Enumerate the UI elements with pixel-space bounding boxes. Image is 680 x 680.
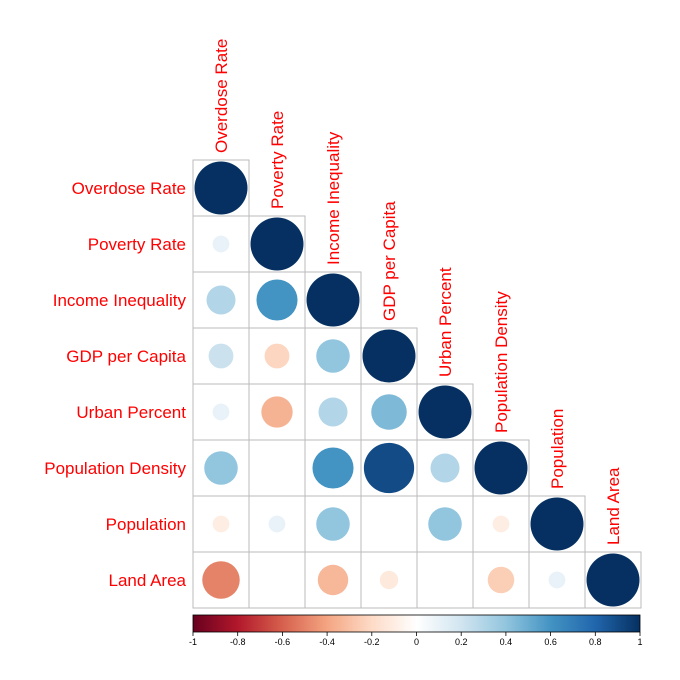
colorbar-tick-label: 0.4 <box>500 637 513 647</box>
matrix-cell <box>248 551 306 609</box>
column-label-income-inequality: Income Inequality <box>324 131 343 265</box>
colorbar-tick-label: -1 <box>189 637 197 647</box>
colorbar-tick-label: -0.4 <box>319 637 335 647</box>
colorbar-tick-label: 1 <box>637 637 642 647</box>
column-label-gdp-per-capita: GDP per Capita <box>380 201 399 321</box>
row-label-income-inequality: Income Inequality <box>53 291 187 310</box>
correlation-circle-income-inequality-vs-poverty-rate <box>256 279 298 321</box>
colorbar-gradient <box>192 614 641 633</box>
matrix-cell <box>584 551 642 609</box>
column-label-population: Population <box>548 409 567 489</box>
row-label-poverty-rate: Poverty Rate <box>88 235 186 254</box>
correlation-circle-overdose-rate-vs-overdose-rate <box>194 161 248 215</box>
correlation-circle-income-inequality-vs-overdose-rate <box>206 285 236 315</box>
column-label-population-density: Population Density <box>492 291 511 433</box>
matrix-cell <box>360 495 418 553</box>
correlation-circle-income-inequality-vs-income-inequality <box>306 273 360 327</box>
correlation-circle-land-area-vs-gdp-per-capita <box>379 570 399 590</box>
correlation-circle-population-vs-overdose-rate <box>212 515 230 533</box>
correlation-circle-urban-percent-vs-gdp-per-capita <box>371 394 407 430</box>
correlation-circles <box>194 161 640 607</box>
correlation-circle-gdp-per-capita-vs-income-inequality <box>316 339 350 373</box>
correlation-circle-urban-percent-vs-urban-percent <box>418 385 472 439</box>
row-label-population: Population <box>106 515 186 534</box>
column-label-land-area: Land Area <box>604 467 623 545</box>
correlation-circle-poverty-rate-vs-overdose-rate <box>212 235 230 253</box>
correlation-circle-population-density-vs-income-inequality <box>312 447 354 489</box>
correlation-circle-urban-percent-vs-poverty-rate <box>261 396 293 428</box>
correlation-circle-gdp-per-capita-vs-overdose-rate <box>208 343 234 369</box>
correlation-circle-poverty-rate-vs-poverty-rate <box>250 217 304 271</box>
colorbar-tick-label: 0.8 <box>589 637 602 647</box>
row-label-overdose-rate: Overdose Rate <box>72 179 186 198</box>
matrix-cell <box>416 551 474 609</box>
row-label-population-density: Population Density <box>44 459 186 478</box>
correlation-circle-population-vs-population <box>530 497 584 551</box>
column-label-urban-percent: Urban Percent <box>436 267 455 377</box>
matrix-cell <box>248 439 306 497</box>
colorbar-tick-label: -0.2 <box>364 637 380 647</box>
colorbar-tick-label: 0.2 <box>455 637 468 647</box>
correlation-circle-land-area-vs-population <box>548 571 566 589</box>
colorbar-tick-label: 0.6 <box>544 637 557 647</box>
correlation-circle-population-density-vs-gdp-per-capita <box>363 442 415 494</box>
colorbar-tick-label: 0 <box>414 637 419 647</box>
colorbar-tick-label: -0.8 <box>230 637 246 647</box>
correlation-circle-gdp-per-capita-vs-poverty-rate <box>264 343 290 369</box>
matrix-grid <box>192 159 642 609</box>
correlation-circle-gdp-per-capita-vs-gdp-per-capita <box>362 329 416 383</box>
correlation-circle-population-vs-urban-percent <box>428 507 462 541</box>
correlation-circle-urban-percent-vs-income-inequality <box>318 397 348 427</box>
correlation-circle-urban-percent-vs-overdose-rate <box>212 403 230 421</box>
correlation-circle-population-density-vs-urban-percent <box>430 453 460 483</box>
column-label-overdose-rate: Overdose Rate <box>212 39 231 153</box>
colorbar-tick-label: -0.6 <box>275 637 291 647</box>
row-label-land-area: Land Area <box>108 571 186 590</box>
correlation-circle-population-vs-income-inequality <box>316 507 350 541</box>
correlation-circle-population-vs-population-density <box>492 515 510 533</box>
row-label-urban-percent: Urban Percent <box>76 403 186 422</box>
correlation-circle-land-area-vs-income-inequality <box>317 564 349 596</box>
colorbar: -1 -0.8 -0.6 -0.4 -0.2 0 0.2 0.4 0.6 0.8 1 <box>189 614 643 647</box>
correlation-circle-land-area-vs-land-area <box>586 553 640 607</box>
column-label-poverty-rate: Poverty Rate <box>268 111 287 209</box>
column-labels: Overdose Rate Poverty Rate Income Inequali… <box>212 39 623 545</box>
correlation-circle-land-area-vs-overdose-rate <box>202 561 240 599</box>
correlation-circle-land-area-vs-population-density <box>487 566 515 594</box>
row-labels: Overdose Rate Poverty Rate Income Inequali… <box>44 179 186 590</box>
correlation-circle-population-density-vs-population-density <box>474 441 528 495</box>
correlation-circle-population-density-vs-overdose-rate <box>204 451 238 485</box>
row-label-gdp-per-capita: GDP per Capita <box>66 347 186 366</box>
correlation-circle-population-vs-poverty-rate <box>268 515 286 533</box>
